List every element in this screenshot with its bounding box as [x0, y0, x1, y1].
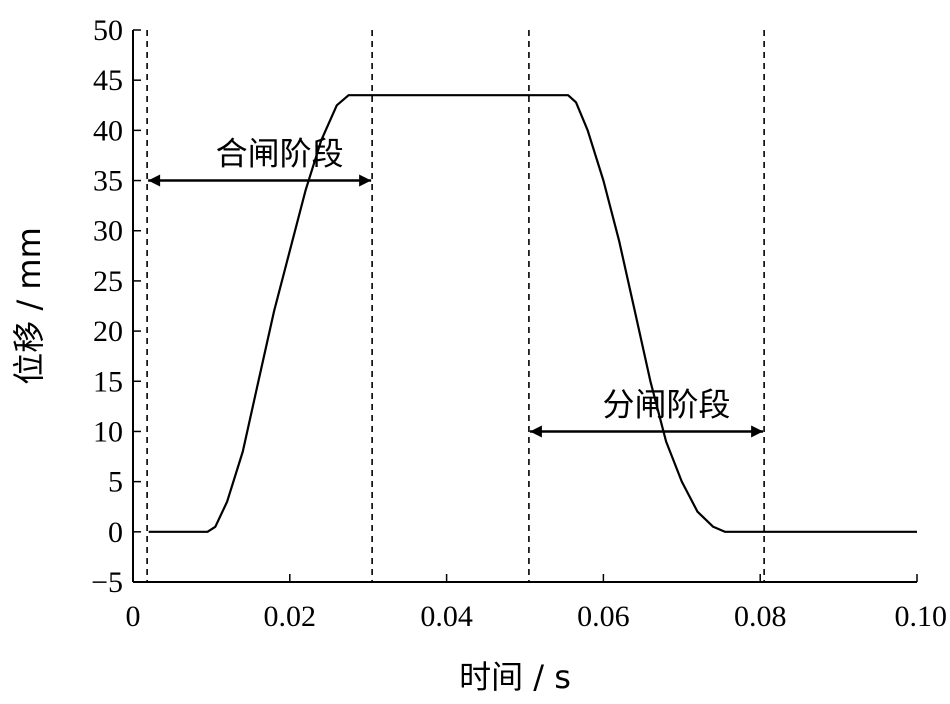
x-tick-label: 0.02 [264, 600, 317, 633]
axis-titles: 时间 / s 位移 / mm [10, 227, 571, 696]
y-tick-label: 10 [93, 415, 123, 448]
x-tick-label: 0 [126, 600, 141, 633]
y-tick-label: 25 [93, 265, 123, 298]
x-tick-label: 0.10 [895, 600, 948, 633]
y-tick-label: 50 [93, 14, 123, 47]
y-tick-label: 20 [93, 315, 123, 348]
y-tick-label: 40 [93, 114, 123, 147]
y-axis-title: 位移 / mm [10, 227, 48, 384]
y-tick-label: 0 [108, 516, 123, 549]
displacement-line [148, 94, 917, 533]
x-axis-title: 时间 / s [459, 658, 571, 696]
series-layer [148, 94, 917, 533]
x-tick-label: 0.06 [577, 600, 630, 633]
x-tick-label: 0.08 [734, 600, 787, 633]
phase-label: 合闸阶段 [216, 135, 344, 173]
phase-label: 分闸阶段 [603, 385, 731, 423]
y-tick-label: 35 [93, 165, 123, 198]
phase-dividers [146, 30, 765, 582]
y-tick-label: 15 [93, 365, 123, 398]
y-tick-label: 30 [93, 215, 123, 248]
y-tick-label: −5 [91, 566, 123, 599]
y-tick-label: 45 [93, 64, 123, 97]
x-tick-label: 0.04 [420, 600, 473, 633]
y-tick-label: 5 [108, 466, 123, 499]
